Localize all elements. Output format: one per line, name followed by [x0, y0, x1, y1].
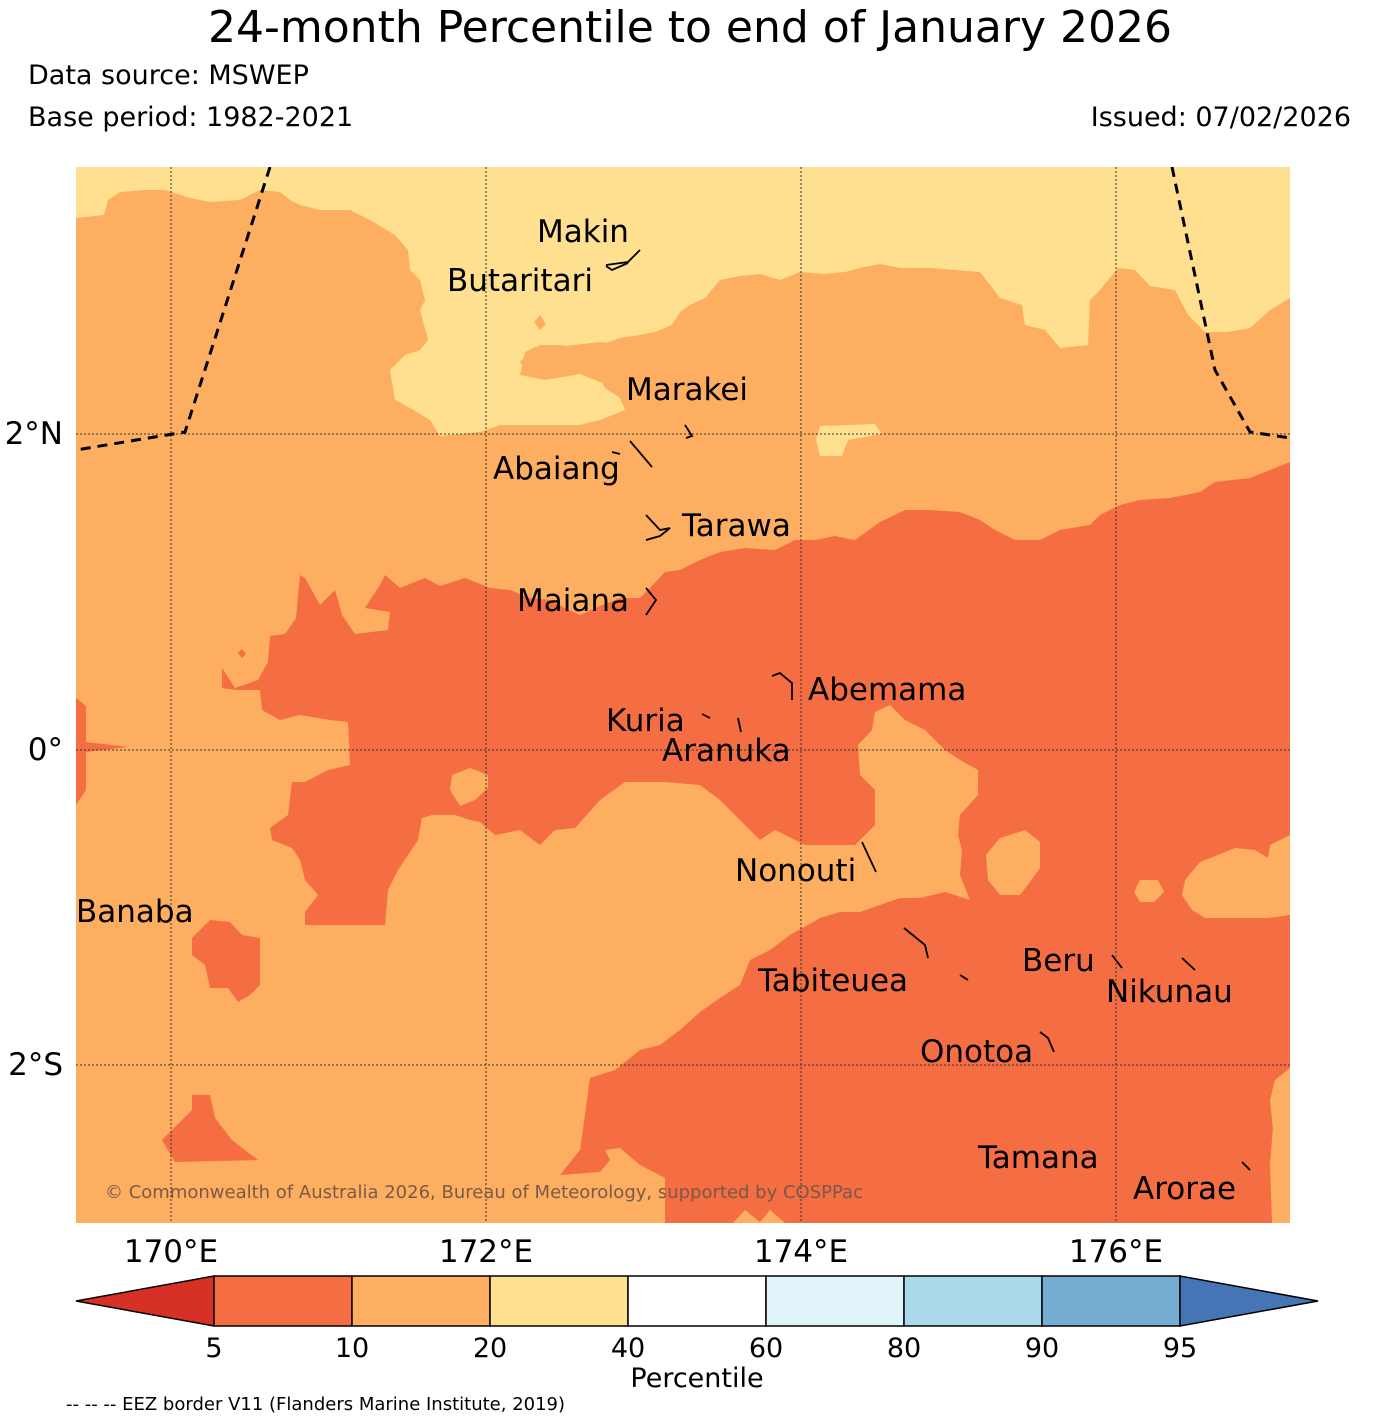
copyright-notice: © Commonwealth of Australia 2026, Bureau… [105, 1182, 863, 1203]
colorbar-bin-10-20 [351, 1275, 491, 1327]
region-5-10-speck [238, 649, 246, 658]
colorbar-bin-90-95 [1041, 1275, 1181, 1327]
lat-label-2n: 2°N [5, 416, 63, 452]
region-10-20-speck-2 [534, 315, 546, 330]
region-10-20-hole-3 [1134, 880, 1164, 902]
graticule [76, 167, 1290, 1223]
region-10-20-hole-4 [450, 768, 488, 806]
region-10-20-inlet [520, 330, 700, 382]
lon-label-176e: 176°E [1069, 1234, 1163, 1270]
colorbar-bin-gt95 [1179, 1275, 1319, 1327]
issued-date: Issued: 07/02/2026 [1090, 102, 1351, 133]
colorbar-bin-80-90 [903, 1275, 1043, 1327]
place-label-aranuka: Aranuka [662, 733, 791, 769]
region-10-20-hole-6 [733, 1210, 785, 1223]
place-label-nikunau: Nikunau [1106, 974, 1233, 1010]
region-20-40-east-patch [816, 424, 882, 456]
place-label-butaritari: Butaritari [447, 263, 593, 299]
map-title: 24-month Percentile to end of January 20… [208, 2, 1172, 53]
region-10-20-east-bay [800, 268, 1052, 392]
colorbar-tick: 5 [205, 1333, 222, 1364]
place-label-abemama: Abemama [808, 672, 966, 708]
place-label-banaba: Banaba [76, 894, 194, 930]
lon-label-174e: 174°E [754, 1234, 848, 1270]
region-10-20-hole-5 [1270, 1095, 1290, 1223]
colorbar-tick: 40 [611, 1333, 645, 1364]
place-label-tabiteuea: Tabiteuea [757, 963, 908, 999]
colorbar-label: Percentile [630, 1363, 763, 1394]
place-label-arorae: Arorae [1133, 1171, 1236, 1207]
lon-label-172e: 172°E [439, 1234, 533, 1270]
lat-label-2s: 2°S [8, 1047, 63, 1083]
place-labels: Makin Butaritari Marakei Abaiang Tarawa … [76, 214, 1236, 1207]
region-5-10-patch-banaba [192, 920, 260, 1002]
colorbar [75, 1275, 1319, 1327]
place-label-nonouti: Nonouti [735, 853, 856, 889]
colorbar-bin-lt5 [75, 1275, 215, 1327]
lat-label-0: 0° [28, 732, 63, 768]
place-label-maiana: Maiana [517, 583, 629, 619]
place-label-abaiang: Abaiang [493, 451, 620, 487]
map-panel: Makin Butaritari Marakei Abaiang Tarawa … [76, 167, 1290, 1223]
colorbar-bin-40-60 [627, 1275, 767, 1327]
colorbar-bin-5-10 [213, 1275, 353, 1327]
region-10-20-hole-1 [986, 830, 1040, 895]
region-10-20-speck-1 [312, 250, 325, 270]
place-label-tarawa: Tarawa [681, 508, 791, 544]
region-5-10-patch-west-edge [76, 698, 128, 805]
region-20-40-north [76, 167, 1290, 436]
colorbar-bin-60-80 [765, 1275, 905, 1327]
eez-footnote: -- -- -- EEZ border V11 (Flanders Marine… [66, 1394, 566, 1415]
region-10-20-hole-2 [1182, 835, 1290, 918]
island-shapes [605, 249, 1251, 1171]
place-label-beru: Beru [1022, 943, 1095, 979]
latitude-labels: 2°N 0° 2°S [5, 416, 63, 1083]
eez-border [76, 167, 1290, 452]
colorbar-tick: 80 [887, 1333, 921, 1364]
longitude-labels: 170°E 172°E 174°E 176°E [124, 1234, 1163, 1270]
region-5-10-patch-southwest [162, 1095, 258, 1162]
place-label-onotoa: Onotoa [920, 1034, 1033, 1070]
colorbar-tick: 10 [335, 1333, 369, 1364]
colorbar-bin-20-40 [489, 1275, 629, 1327]
place-label-tamana: Tamana [977, 1140, 1099, 1176]
place-label-kuria: Kuria [606, 703, 685, 739]
place-label-marakei: Marakei [626, 372, 748, 408]
colorbar-tick: 90 [1025, 1333, 1059, 1364]
colorbar-tick: 60 [749, 1333, 783, 1364]
region-5-10-belt [222, 462, 1290, 1223]
data-source: Data source: MSWEP [28, 60, 309, 91]
place-label-makin: Makin [537, 214, 629, 250]
colorbar-tick: 95 [1163, 1333, 1197, 1364]
lon-label-170e: 170°E [124, 1234, 218, 1270]
base-period: Base period: 1982-2021 [28, 102, 354, 133]
colorbar-ticks: 5 10 20 40 60 80 90 95 [205, 1333, 1197, 1364]
colorbar-tick: 20 [473, 1333, 507, 1364]
